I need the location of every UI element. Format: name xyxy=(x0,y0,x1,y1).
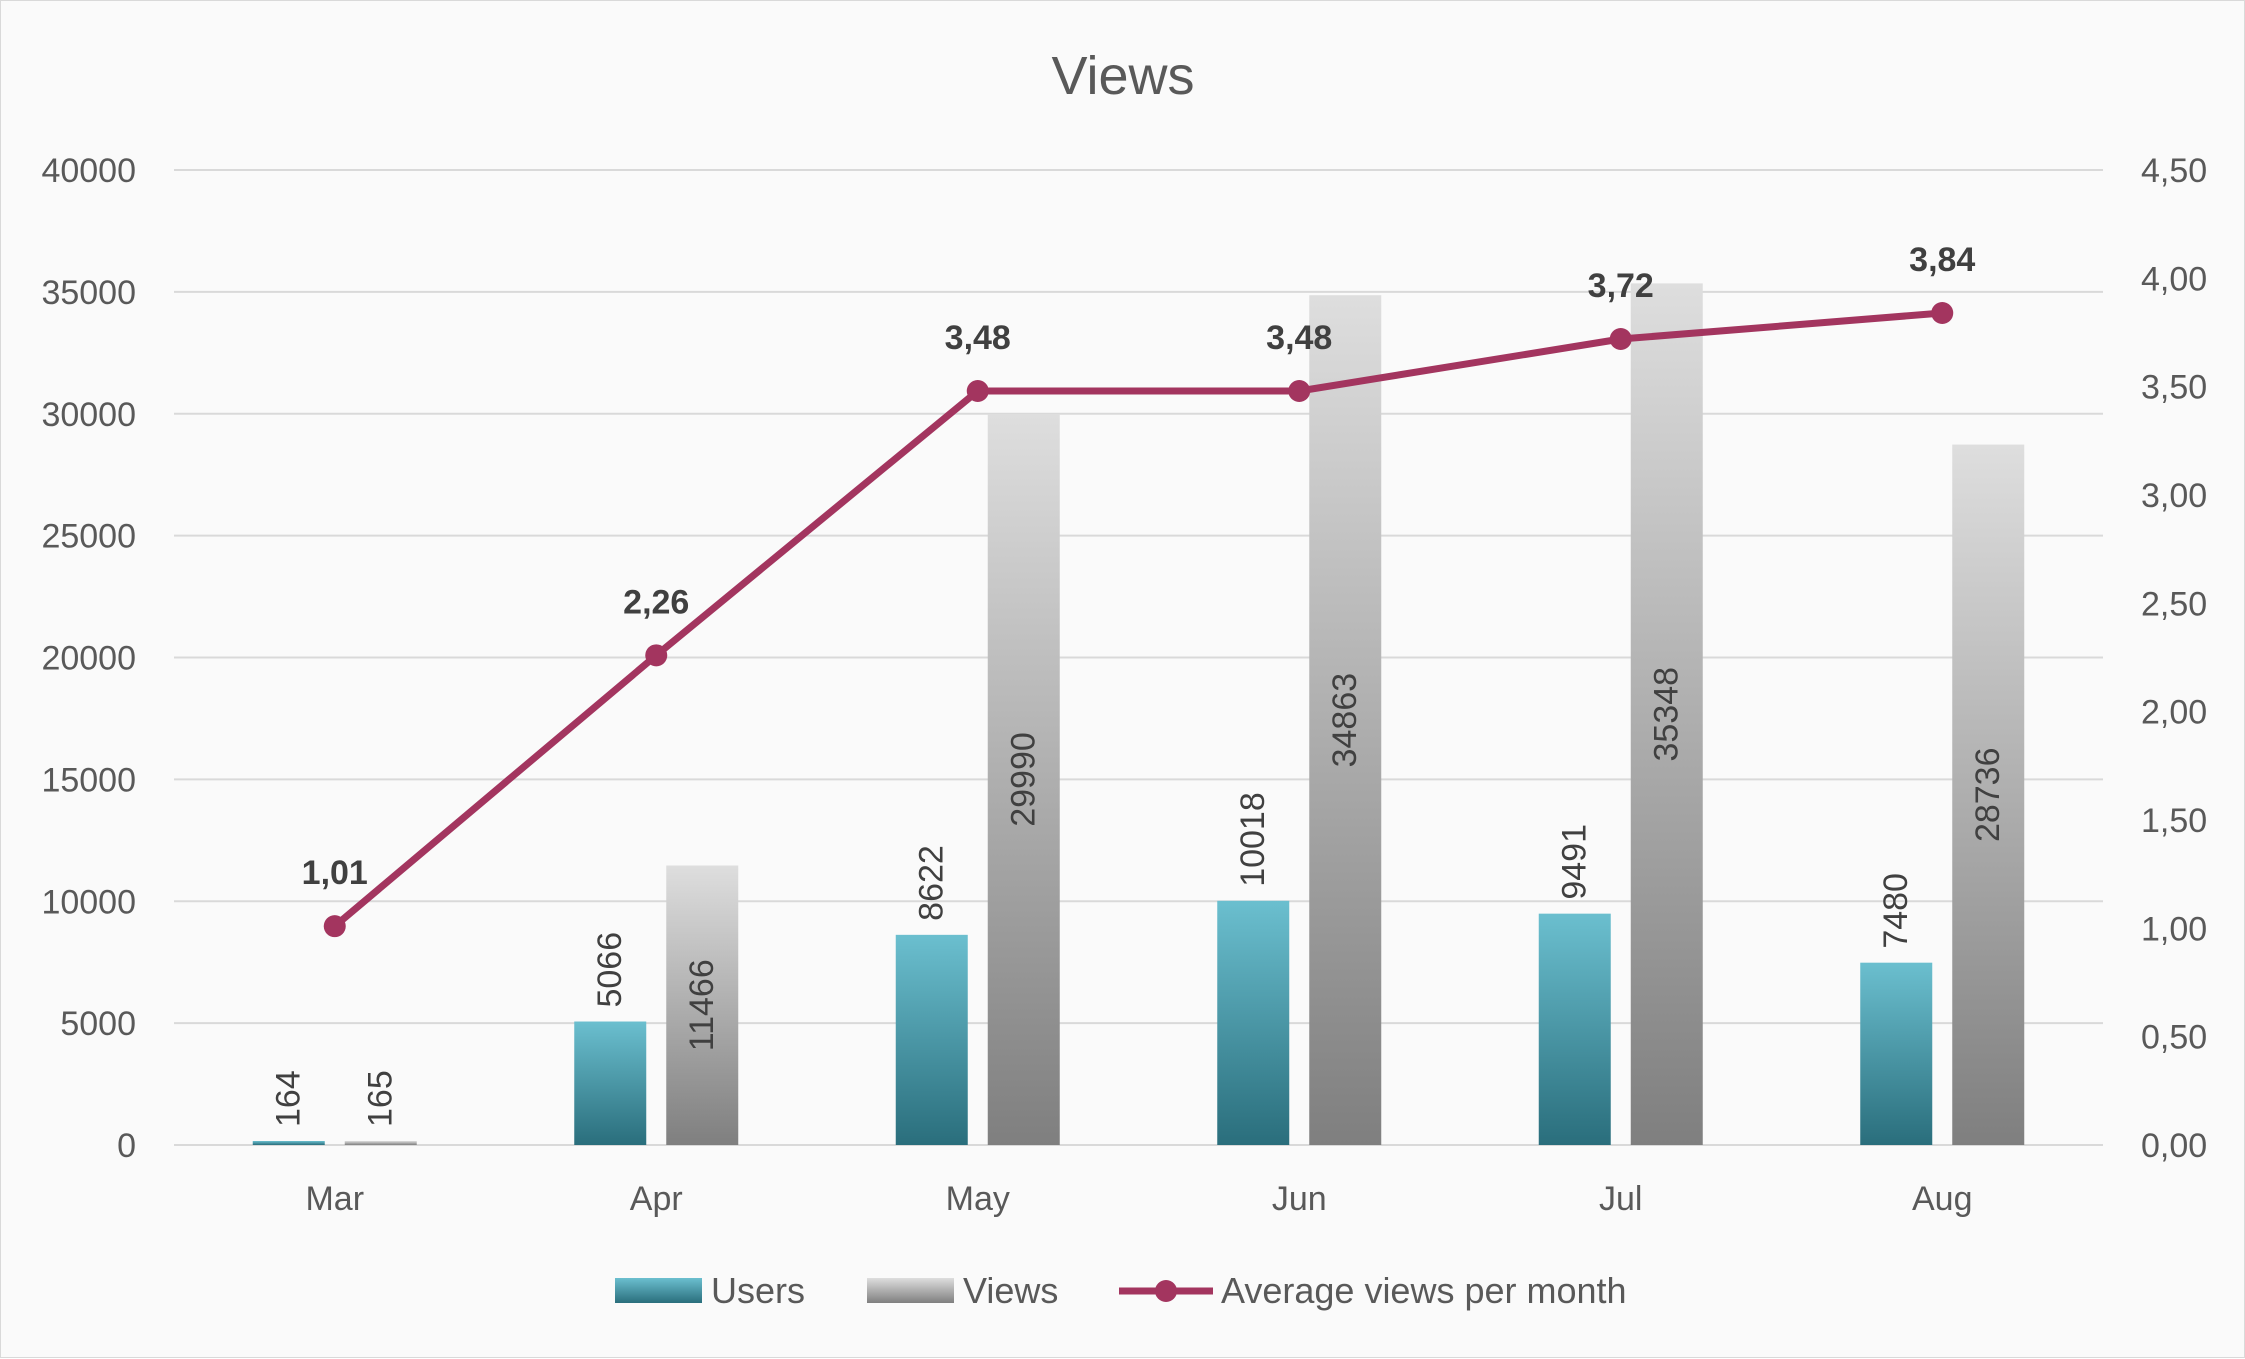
bar-views-jun xyxy=(1309,295,1382,1146)
bar-label-users-apr: 5066 xyxy=(591,932,629,1008)
average-line: 1,01 2,26 3,48 3,48 3,72 3,84 xyxy=(302,241,1975,938)
bar-label-users-aug: 7480 xyxy=(1877,873,1915,949)
legend-average-marker xyxy=(1155,1280,1177,1302)
bar-users-aug xyxy=(1860,962,1933,1145)
left-tick-label: 5000 xyxy=(60,1005,136,1043)
bar-users-mar xyxy=(252,1141,325,1145)
category-label-apr: Apr xyxy=(630,1180,683,1218)
bar-label-views-apr: 11466 xyxy=(683,959,721,1051)
bar-users-jul xyxy=(1538,913,1611,1145)
bar-label-users-may: 8622 xyxy=(913,845,951,921)
category-label-aug: Aug xyxy=(1912,1180,1973,1218)
bar-views-aug xyxy=(1952,444,2025,1145)
average-label-aug: 3,84 xyxy=(1909,241,1975,279)
bar-label-users-mar: 164 xyxy=(270,1070,308,1127)
average-point-aug xyxy=(1931,302,1954,324)
average-label-may: 3,48 xyxy=(945,319,1011,357)
bar-labels: 164 165 5066 11466 8622 29990 10018 34863 9491 35… xyxy=(270,667,2008,1127)
bar-users-apr xyxy=(574,1021,647,1145)
left-tick-label: 10000 xyxy=(41,883,136,921)
right-tick-label: 0,50 xyxy=(2141,1019,2207,1057)
right-tick-label: 3,00 xyxy=(2141,477,2207,515)
gridlines xyxy=(174,169,2103,1146)
average-point-apr xyxy=(645,644,668,667)
legend-users-label: Users xyxy=(711,1270,805,1311)
left-tick-label: 30000 xyxy=(41,396,136,434)
left-tick-label: 25000 xyxy=(41,518,136,556)
legend-views-label: Views xyxy=(963,1270,1058,1311)
category-axis: Mar Apr May Jun Jul Aug xyxy=(305,1180,1972,1218)
average-label-apr: 2,26 xyxy=(623,583,689,621)
average-label-jun: 3,48 xyxy=(1266,319,1332,357)
bars xyxy=(252,283,2025,1146)
category-label-may: May xyxy=(946,1180,1010,1218)
bar-label-users-jul: 9491 xyxy=(1556,824,1594,900)
bar-views-jul xyxy=(1630,283,1703,1146)
category-label-jun: Jun xyxy=(1272,1180,1327,1218)
legend-views-swatch xyxy=(867,1278,954,1303)
chart-title: Views xyxy=(1051,46,1194,106)
average-views-line xyxy=(332,309,1943,929)
left-tick-label: 20000 xyxy=(41,640,136,678)
category-label-mar: Mar xyxy=(305,1180,364,1218)
bar-label-views-may: 29990 xyxy=(1005,732,1043,827)
left-tick-label: 35000 xyxy=(41,274,136,312)
bar-label-views-jun: 34863 xyxy=(1326,673,1364,768)
right-tick-label: 0,00 xyxy=(2141,1127,2207,1165)
category-label-jul: Jul xyxy=(1599,1180,1642,1218)
left-tick-label: 15000 xyxy=(41,761,136,799)
legend-average-label: Average views per month xyxy=(1221,1270,1627,1311)
bar-views-mar xyxy=(344,1140,417,1145)
left-axis: 0 5000 10000 15000 20000 25000 30000 35000 40000 xyxy=(41,152,136,1165)
average-label-mar: 1,01 xyxy=(302,854,368,892)
average-point-mar xyxy=(323,915,346,938)
bar-views-may xyxy=(987,413,1060,1145)
bar-views-apr xyxy=(666,865,739,1145)
average-label-jul: 3,72 xyxy=(1588,267,1654,305)
average-point-may xyxy=(966,380,989,402)
right-tick-label: 2,50 xyxy=(2141,585,2207,623)
right-tick-label: 4,00 xyxy=(2141,260,2207,298)
left-tick-label: 0 xyxy=(117,1127,136,1165)
right-tick-label: 4,50 xyxy=(2141,152,2207,190)
legend: Users Views Average views per month xyxy=(615,1270,1627,1311)
right-axis: 0,00 0,50 1,00 1,50 2,00 2,50 3,00 3,50 4,00 4,50 xyxy=(2141,152,2207,1165)
bar-label-views-mar: 165 xyxy=(362,1070,400,1127)
bar-users-jun xyxy=(1217,900,1290,1145)
right-tick-label: 3,50 xyxy=(2141,369,2207,407)
bar-label-views-aug: 28736 xyxy=(1969,748,2007,843)
right-tick-label: 1,50 xyxy=(2141,802,2207,840)
left-tick-label: 40000 xyxy=(41,152,136,190)
average-point-jul xyxy=(1609,328,1632,350)
bar-users-may xyxy=(895,934,968,1145)
bar-label-views-jul: 35348 xyxy=(1648,667,1686,762)
right-tick-label: 1,00 xyxy=(2141,910,2207,948)
average-point-jun xyxy=(1288,380,1311,402)
right-tick-label: 2,00 xyxy=(2141,694,2207,732)
bar-label-users-jun: 10018 xyxy=(1234,792,1272,887)
legend-users-swatch xyxy=(615,1278,702,1303)
